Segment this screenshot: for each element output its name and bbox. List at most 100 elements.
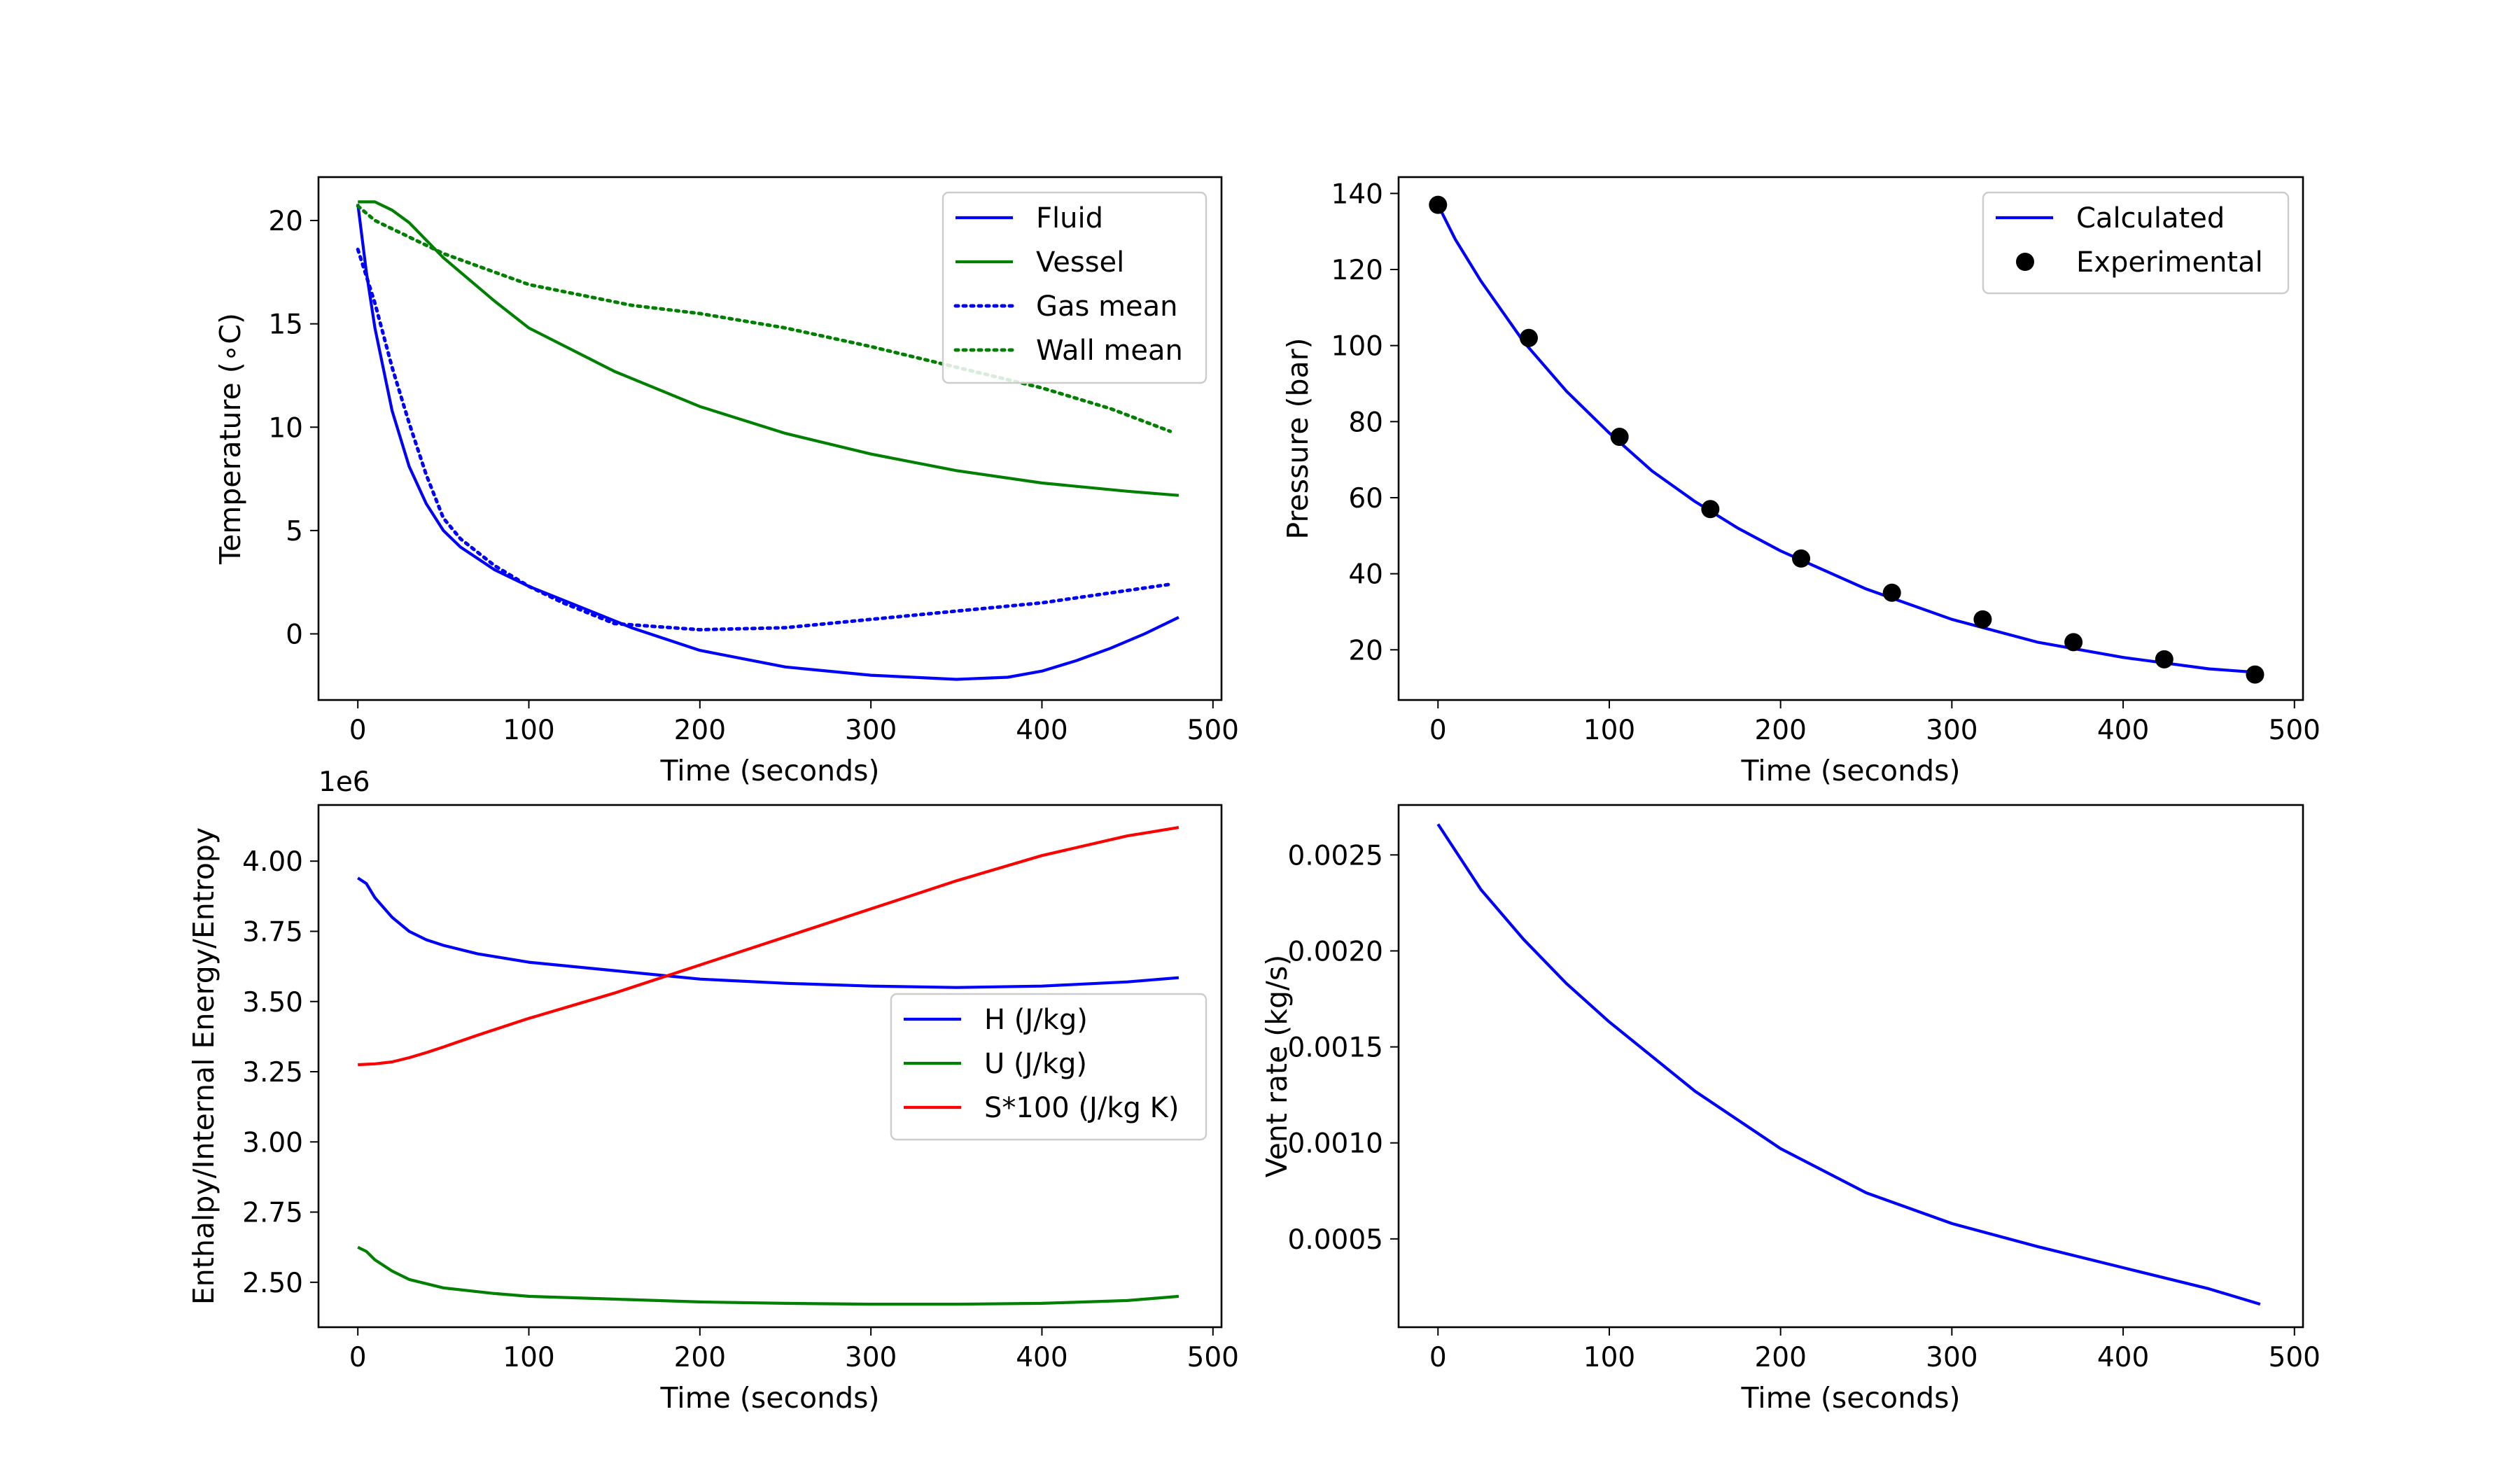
legend-box xyxy=(1982,191,2290,295)
data-point-experimental xyxy=(1973,610,1992,629)
y-tick-label: 0.0025 xyxy=(1288,840,1383,872)
series-line-vessel xyxy=(358,200,1180,497)
x-tick-label: 200 xyxy=(674,1342,726,1373)
x-tick-label: 100 xyxy=(1583,1342,1635,1373)
y-axis-label: Temperature (∘C) xyxy=(214,313,247,565)
series-line-h-j-kg- xyxy=(357,876,1180,989)
x-tick-label: 200 xyxy=(674,715,726,746)
series-line-gas-mean xyxy=(356,247,1172,632)
y-tick-label: 3.25 xyxy=(242,1057,303,1088)
chart-temperature: 0 100 200 300 400 500 0 5 10 15 20 Time (seconds) Te… xyxy=(214,176,1239,788)
x-tick-label: 400 xyxy=(1016,1342,1068,1373)
y-tick-label: 4.00 xyxy=(242,846,303,878)
data-point-experimental xyxy=(1882,583,1901,602)
legend-box xyxy=(890,993,1208,1141)
y-tick-label: 3.00 xyxy=(242,1127,303,1158)
x-tick-label: 100 xyxy=(1583,715,1635,746)
chart-pressure: 0 100 200 300 400 500 20 40 60 80 100 120 140 Time (s… xyxy=(1281,176,2320,788)
y-tick-label: 2.75 xyxy=(242,1198,303,1229)
chart-vent: 0 100 200 300 400 500 0.0005 0.0010 0.0015 0.0020… xyxy=(1260,804,2320,1415)
axes-frame xyxy=(1397,176,2304,701)
legend-label-fluid: Fluid xyxy=(1036,202,1103,234)
y-axis-label: Pressure (bar) xyxy=(1281,337,1315,539)
data-point-experimental xyxy=(1701,500,1720,519)
y-tick-label: 0.0005 xyxy=(1288,1224,1383,1256)
chart-energy: 0 100 200 300 400 500 2.50 2.75 3.00 3.25 3.50 3.75… xyxy=(187,766,1239,1415)
y-tick-label: 0.0020 xyxy=(1288,936,1383,967)
legend: Calculated Experimental xyxy=(1982,191,2290,295)
y-tick-label: 3.50 xyxy=(242,987,303,1018)
legend-label-s-100-j-kg-k-: S*100 (J/kg K) xyxy=(984,1092,1179,1124)
series-line-u-j-kg- xyxy=(357,1245,1180,1306)
legend-label-calculated: Calculated xyxy=(2076,202,2225,234)
x-tick-label: 400 xyxy=(2097,1342,2149,1373)
y-tick-label: 15 xyxy=(268,309,303,341)
legend-label-wall-mean: Wall mean xyxy=(1036,335,1183,367)
x-axis-label: Time (seconds) xyxy=(660,1381,880,1415)
y-tick-label: 3.75 xyxy=(242,916,303,948)
data-point-experimental xyxy=(2246,665,2264,684)
x-axis-label: Time (seconds) xyxy=(660,754,880,788)
y-tick-label: 2.50 xyxy=(242,1268,303,1299)
series-line-fluid xyxy=(356,204,1180,681)
x-axis-label: Time (seconds) xyxy=(1741,754,1961,788)
legend-box xyxy=(941,191,1208,384)
x-tick-label: 200 xyxy=(1754,1342,1806,1373)
legend: Fluid Vessel Gas mean Wall mean xyxy=(941,191,1208,384)
x-tick-label: 500 xyxy=(1187,715,1239,746)
x-tick-label: 100 xyxy=(503,715,554,746)
x-tick-label: 500 xyxy=(2269,715,2320,746)
legend-label-u-j-kg-: U (J/kg) xyxy=(984,1048,1087,1080)
x-tick-label: 0 xyxy=(1429,715,1447,746)
x-tick-label: 0 xyxy=(349,715,367,746)
legend-label-h-j-kg-: H (J/kg) xyxy=(984,1004,1088,1036)
legend-label-vessel: Vessel xyxy=(1036,246,1124,279)
legend-label-gas-mean: Gas mean xyxy=(1036,290,1178,323)
y-tick-label: 140 xyxy=(1331,178,1383,210)
x-tick-label: 500 xyxy=(2269,1342,2320,1373)
axes-frame xyxy=(317,804,1223,1329)
data-point-experimental xyxy=(1792,549,1811,568)
series-line-vent-rate xyxy=(1436,823,2261,1306)
y-tick-label: 5 xyxy=(286,516,303,547)
legend-marker-experimental xyxy=(2016,253,2034,271)
data-point-experimental xyxy=(2155,650,2174,668)
legend: H (J/kg) U (J/kg) S*100 (J/kg K) xyxy=(890,993,1208,1141)
x-tick-label: 400 xyxy=(2097,715,2149,746)
axes-frame xyxy=(317,176,1223,701)
y-tick-label: 100 xyxy=(1331,331,1383,363)
y-axis-label: Vent rate (kg/s) xyxy=(1260,955,1294,1177)
series-line-s-100-j-kg-k- xyxy=(358,826,1180,1067)
y-tick-label: 40 xyxy=(1348,559,1383,591)
x-tick-label: 200 xyxy=(1754,715,1806,746)
y-tick-label: 10 xyxy=(268,412,303,444)
data-point-experimental xyxy=(1519,328,1538,347)
x-tick-label: 400 xyxy=(1016,715,1068,746)
x-tick-label: 300 xyxy=(1926,1342,1977,1373)
data-point-experimental xyxy=(1610,428,1629,447)
x-tick-label: 500 xyxy=(1187,1342,1239,1373)
axis-offset-label: 1e6 xyxy=(318,766,370,798)
y-tick-label: 80 xyxy=(1348,407,1383,438)
x-tick-label: 0 xyxy=(1429,1342,1447,1373)
y-tick-label: 60 xyxy=(1348,483,1383,514)
y-tick-label: 0 xyxy=(286,620,303,651)
data-point-experimental xyxy=(2064,633,2083,652)
x-tick-label: 300 xyxy=(1926,715,1977,746)
y-axis-label: Enthalpy/Internal Energy/Entropy xyxy=(187,827,220,1305)
y-tick-label: 0.0010 xyxy=(1288,1128,1383,1160)
y-tick-label: 120 xyxy=(1331,255,1383,286)
x-tick-label: 300 xyxy=(845,1342,897,1373)
x-tick-label: 300 xyxy=(845,715,897,746)
x-tick-label: 0 xyxy=(349,1342,367,1373)
y-tick-label: 0.0015 xyxy=(1288,1032,1383,1064)
axes-frame xyxy=(1397,804,2304,1329)
y-tick-label: 20 xyxy=(1348,635,1383,666)
x-axis-label: Time (seconds) xyxy=(1741,1381,1961,1415)
x-tick-label: 100 xyxy=(503,1342,554,1373)
y-tick-label: 20 xyxy=(268,206,303,237)
legend-label-experimental: Experimental xyxy=(2076,246,2263,279)
data-point-experimental xyxy=(1429,195,1448,214)
